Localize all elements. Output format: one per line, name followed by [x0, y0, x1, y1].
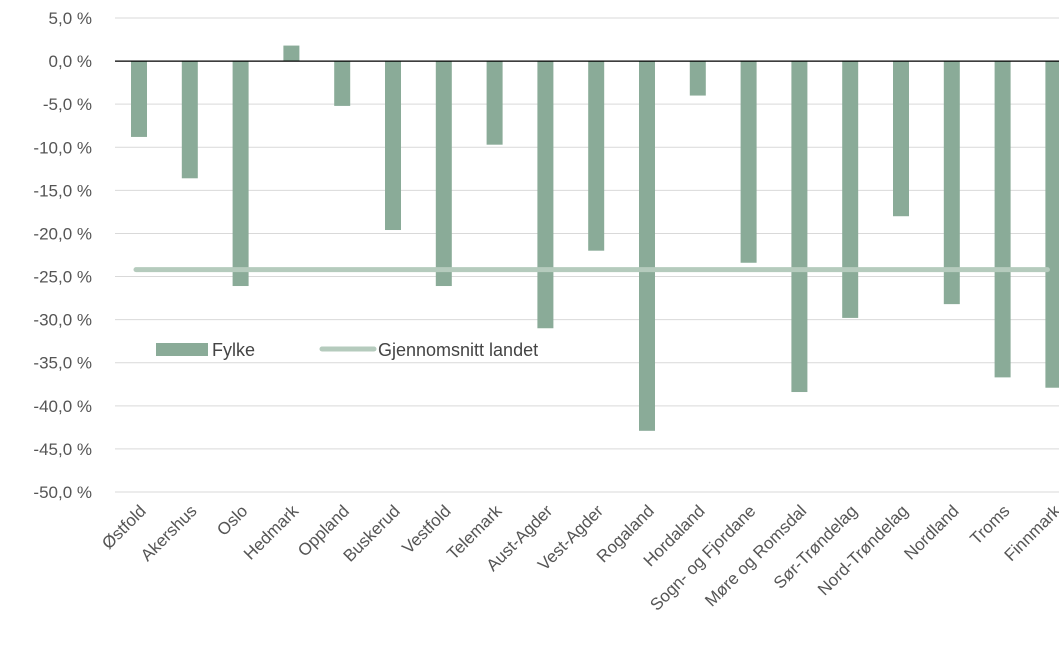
- bar-1: [181, 61, 198, 179]
- bar-6: [435, 61, 452, 287]
- bar-11: [689, 61, 706, 96]
- legend-label-gjennomsnitt-landet: Gjennomsnitt landet: [378, 340, 538, 360]
- y-tick-label: -5,0 %: [43, 95, 92, 114]
- legend: Fylke Gjennomsnitt landet: [156, 340, 538, 360]
- category-label: Akershus: [137, 501, 201, 565]
- bar-10: [639, 61, 655, 431]
- bar-8: [537, 61, 554, 329]
- y-tick-label: -25,0 %: [33, 268, 92, 287]
- bar-15: [893, 61, 909, 217]
- bar-18: [1045, 61, 1059, 388]
- bar-14: [842, 61, 859, 318]
- y-tick-label: -45,0 %: [33, 440, 92, 459]
- y-axis-tick-labels: 5,0 % 0,0 % -5,0 % -10,0 % -15,0 % -20,0 % -25…: [33, 9, 92, 502]
- bar-2: [232, 61, 249, 287]
- category-label: Nord-Trøndelag: [814, 501, 912, 599]
- legend-label-fylke: Fylke: [212, 340, 255, 360]
- category-label: Hedmark: [240, 501, 303, 564]
- bar-4: [334, 61, 351, 106]
- category-label: Nordland: [900, 501, 962, 563]
- y-tick-label: -10,0 %: [33, 138, 92, 157]
- y-tick-label: -50,0 %: [33, 483, 92, 502]
- y-tick-label: -30,0 %: [33, 311, 92, 330]
- bar-16: [943, 61, 960, 305]
- y-tick-label: -20,0 %: [33, 224, 92, 243]
- legend-swatch-fylke: [156, 343, 208, 356]
- bar-13: [791, 61, 808, 393]
- bar-5: [385, 61, 401, 231]
- y-tick-label: 0,0 %: [49, 52, 92, 71]
- bars: [131, 45, 1059, 431]
- category-label: Finnmark: [1001, 501, 1059, 565]
- category-label: Oslo: [213, 501, 251, 539]
- gridlines: [115, 17, 1059, 493]
- y-tick-label: -15,0 %: [33, 181, 92, 200]
- y-tick-label: -35,0 %: [33, 354, 92, 373]
- category-label: Buskerud: [340, 501, 404, 565]
- category-label: Troms: [966, 501, 1013, 548]
- bar-7: [486, 61, 503, 145]
- bar-17: [994, 61, 1011, 378]
- y-tick-label: -40,0 %: [33, 397, 92, 416]
- bar-3: [283, 45, 300, 62]
- bar-0: [131, 61, 147, 137]
- bar-9: [588, 61, 605, 251]
- bar-12: [740, 61, 757, 263]
- y-tick-label: 5,0 %: [49, 9, 92, 28]
